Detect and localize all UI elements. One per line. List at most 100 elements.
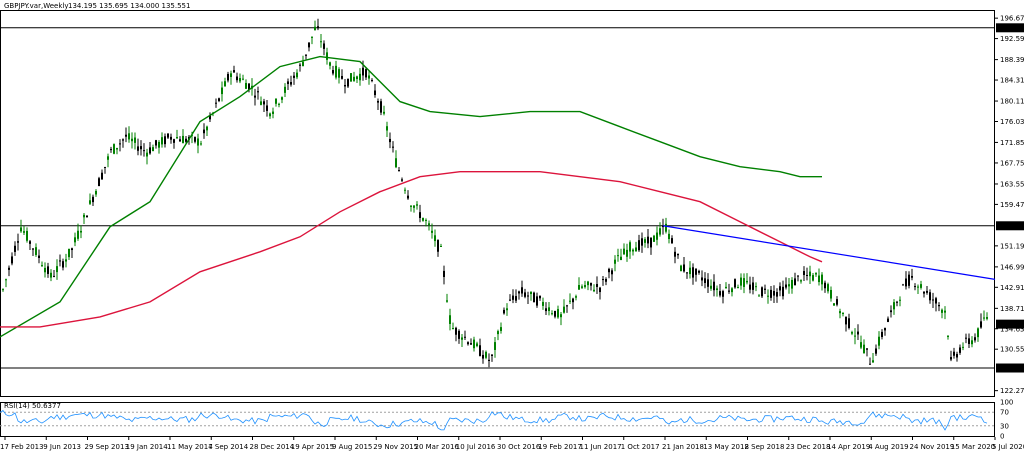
x-tick-label: 13 May 2018 [703, 443, 749, 451]
candle-body [914, 286, 916, 288]
candle-body [260, 101, 262, 105]
candle-body [287, 81, 289, 85]
candle-body [155, 140, 157, 146]
x-tick-label: 29 Nov 2015 [373, 443, 418, 451]
candle-body [950, 357, 952, 360]
candle-body [377, 100, 379, 103]
candle-body [143, 150, 145, 152]
candle-body [104, 166, 106, 168]
candle-body [632, 249, 634, 252]
y-tick-label: 167.750 [1000, 159, 1024, 167]
candle-body [665, 223, 667, 232]
candle-body [470, 343, 472, 345]
candle-body [140, 146, 142, 150]
candle-body [719, 291, 721, 296]
candle-body [827, 284, 829, 292]
candle-body [779, 286, 781, 291]
candle-body [935, 298, 937, 304]
candle-body [128, 133, 130, 140]
candle-body [452, 327, 454, 329]
candle-body [443, 270, 445, 277]
candle-body [944, 310, 946, 313]
candle-body [356, 76, 358, 80]
candle-body [896, 301, 898, 303]
candle-body [23, 231, 25, 233]
candle-body [797, 275, 799, 277]
candle-body [809, 271, 811, 277]
price-tag [996, 221, 1024, 231]
candle-body [422, 217, 424, 221]
candle-body [845, 316, 847, 325]
candle-body [71, 248, 73, 251]
candle-body [110, 149, 112, 151]
candle-body [659, 228, 661, 235]
candle-body [50, 272, 52, 278]
candle-body [806, 274, 808, 276]
candle-body [629, 242, 631, 252]
candle-body [419, 212, 421, 219]
candle-body [56, 266, 58, 273]
candle-body [380, 101, 382, 113]
candle-body [323, 43, 325, 49]
candle-body [830, 289, 832, 299]
candle-body [59, 260, 61, 262]
candle-body [710, 285, 712, 289]
candle-body [476, 343, 478, 347]
rsi-label: RSI(14) 50.6377 [4, 402, 61, 410]
candle-body [434, 235, 436, 242]
x-tick-label: 29 Sep 2013 [85, 443, 129, 451]
candle-body [449, 315, 451, 324]
candle-body [38, 255, 40, 259]
candle-body [125, 134, 127, 137]
candle-body [47, 266, 49, 274]
x-tick-label: 19 Jan 2014 [126, 443, 169, 451]
y-tick-label: 196.670 [1000, 15, 1024, 23]
candle-body [302, 61, 304, 67]
candle-body [770, 289, 772, 298]
candle-body [758, 295, 760, 297]
candle-body [455, 327, 457, 335]
y-tick-label: 130.550 [1000, 346, 1024, 354]
price-tag-label: 155.199 [998, 222, 1024, 230]
candle-body [239, 78, 241, 82]
candle-body [200, 143, 202, 145]
candle-body [506, 308, 508, 311]
candle-body [413, 205, 415, 208]
candle-body [122, 139, 124, 141]
candle-body [20, 227, 22, 232]
candle-body [875, 348, 877, 354]
candle-body [335, 65, 337, 78]
candle-body [962, 346, 964, 348]
candle-body [800, 280, 802, 282]
candle-body [938, 304, 940, 307]
candle-body [692, 267, 694, 278]
candle-body [389, 138, 391, 143]
candle-body [89, 200, 91, 204]
candle-body [587, 281, 589, 286]
x-tick-label: 9 Jun 2013 [43, 443, 81, 451]
candle-body [206, 126, 208, 131]
price-tag-label: 126.791 [998, 365, 1024, 373]
candle-body [671, 238, 673, 244]
candle-body [305, 54, 307, 56]
candle-body [941, 309, 943, 313]
candle-body [230, 73, 232, 77]
candle-body [176, 137, 178, 139]
candle-body [755, 286, 757, 288]
candle-body [185, 138, 187, 142]
candle-body [398, 170, 400, 172]
candle-body [608, 268, 610, 273]
candle-body [593, 289, 595, 292]
current-price-tag [996, 319, 1024, 329]
candle-body [227, 73, 229, 81]
candle-body [866, 348, 868, 350]
candle-body [257, 91, 259, 93]
chart-title: GBPJPY.var,Weekly [4, 2, 68, 10]
candle-body [566, 305, 568, 307]
candle-body [491, 354, 493, 356]
candle-body [512, 295, 514, 300]
candle-body [947, 335, 949, 337]
candle-body [347, 78, 349, 87]
candle-body [461, 337, 463, 340]
